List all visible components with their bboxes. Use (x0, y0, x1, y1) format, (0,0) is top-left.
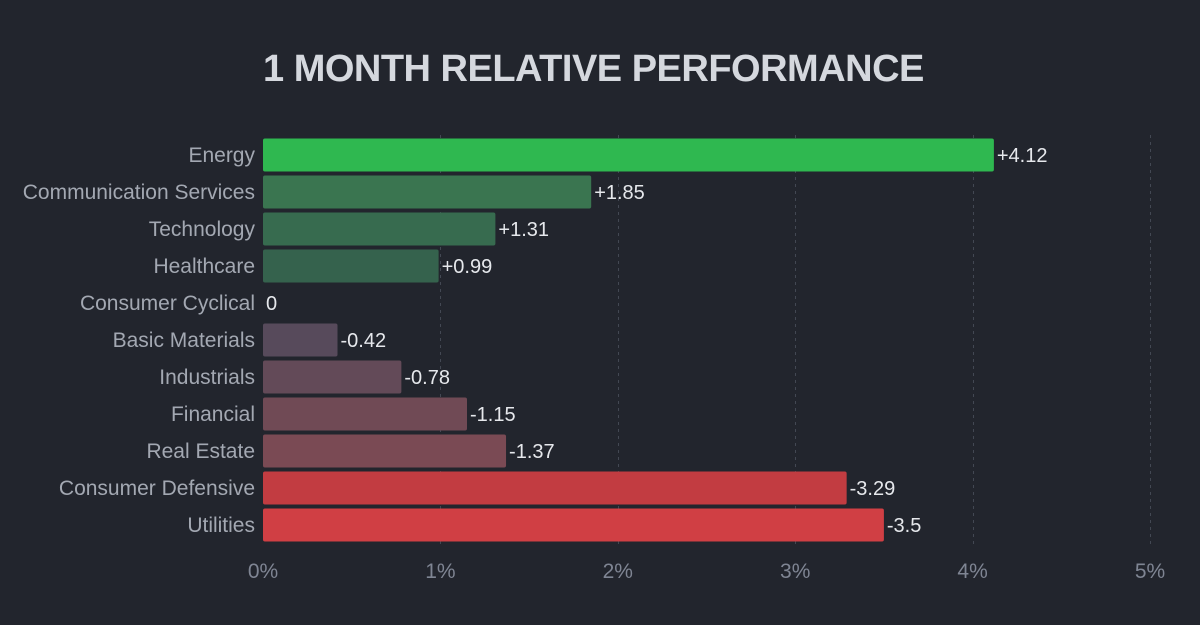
category-label: Utilities (187, 514, 255, 537)
bar (263, 508, 884, 542)
category-label: Real Estate (146, 440, 255, 463)
value-label: +1.31 (498, 219, 549, 241)
value-label: 0 (266, 293, 277, 315)
category-label: Consumer Defensive (59, 477, 255, 500)
bar (263, 212, 496, 246)
bar (263, 323, 338, 357)
value-label: -1.15 (470, 404, 516, 426)
value-label: -0.78 (404, 367, 450, 389)
category-label: Healthcare (153, 255, 255, 278)
value-label: -3.29 (850, 478, 896, 500)
category-label: Communication Services (23, 181, 255, 204)
category-label: Basic Materials (113, 329, 255, 352)
x-tick-label: 3% (780, 560, 810, 583)
value-label: -3.5 (887, 515, 921, 537)
x-tick-label: 1% (425, 560, 455, 583)
x-tick-label: 0% (248, 560, 278, 583)
category-label: Energy (188, 144, 255, 167)
category-label: Technology (149, 218, 256, 241)
value-label: +1.85 (594, 182, 645, 204)
x-tick-label: 5% (1135, 560, 1165, 583)
category-label: Industrials (159, 366, 255, 389)
x-tick-label: 4% (957, 560, 987, 583)
value-label: -1.37 (509, 441, 555, 463)
bar (263, 434, 507, 468)
category-label: Financial (171, 403, 255, 426)
value-label: +4.12 (997, 145, 1048, 167)
bar (263, 249, 439, 283)
value-label: +0.99 (442, 256, 493, 278)
bar (263, 471, 847, 505)
bar (263, 360, 402, 394)
value-label: -0.42 (341, 330, 387, 352)
bar (263, 397, 468, 431)
bar (263, 138, 994, 172)
bar (263, 175, 592, 209)
x-tick-label: 2% (603, 560, 633, 583)
chart-title: 1 MONTH RELATIVE PERFORMANCE (263, 48, 924, 90)
category-label: Consumer Cyclical (80, 292, 255, 315)
